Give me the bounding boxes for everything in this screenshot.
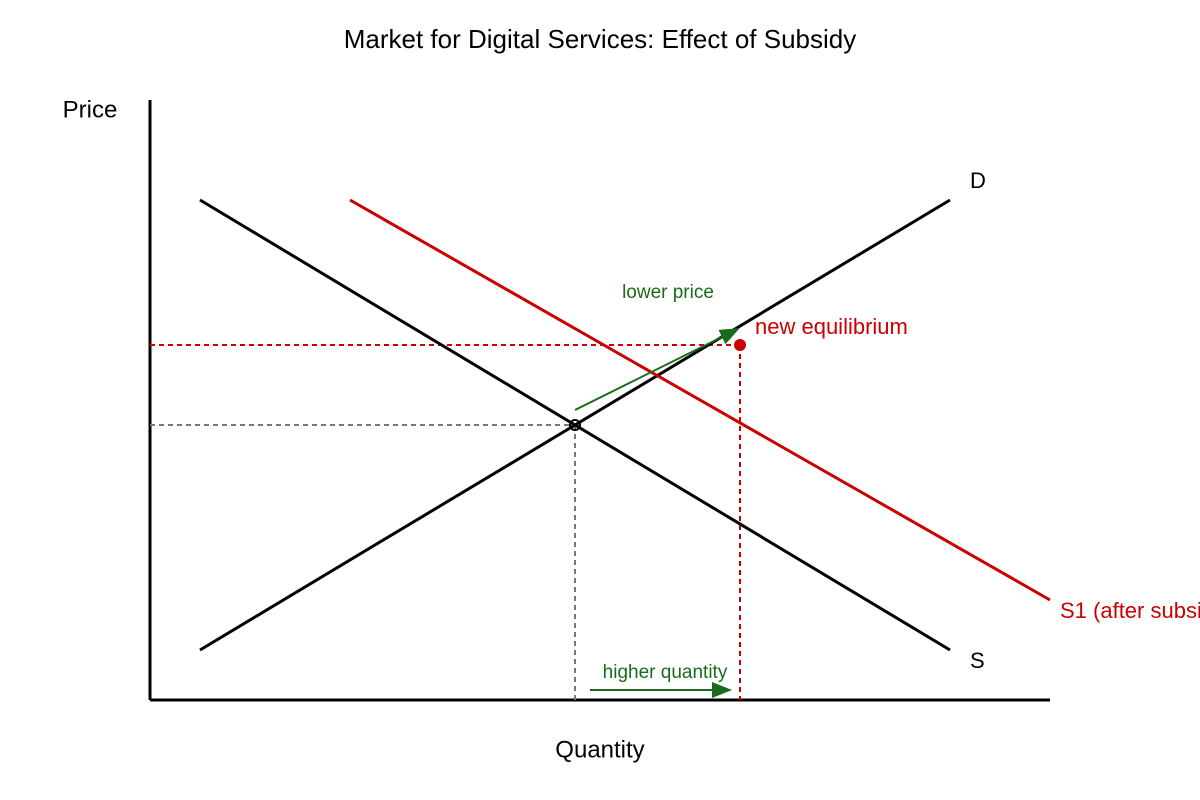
curve-label: D [970, 168, 986, 193]
curve-label: S [970, 648, 985, 673]
annotation: higher quantity [603, 662, 728, 683]
x-axis-label: Quantity [555, 736, 644, 763]
supply-curve [199, 198, 951, 652]
equilibrium-point [569, 419, 581, 431]
y-axis-label: Price [63, 96, 118, 123]
supply-after-curve [349, 198, 1051, 602]
annotation: new equilibrium [755, 314, 908, 339]
new-equilibrium-point [734, 339, 746, 351]
annotation: lower price [622, 282, 714, 303]
title: Market for Digital Services: Effect of S… [344, 24, 857, 54]
curve-label: S1 (after subsidy) [1060, 598, 1200, 623]
arrow [574, 328, 740, 411]
